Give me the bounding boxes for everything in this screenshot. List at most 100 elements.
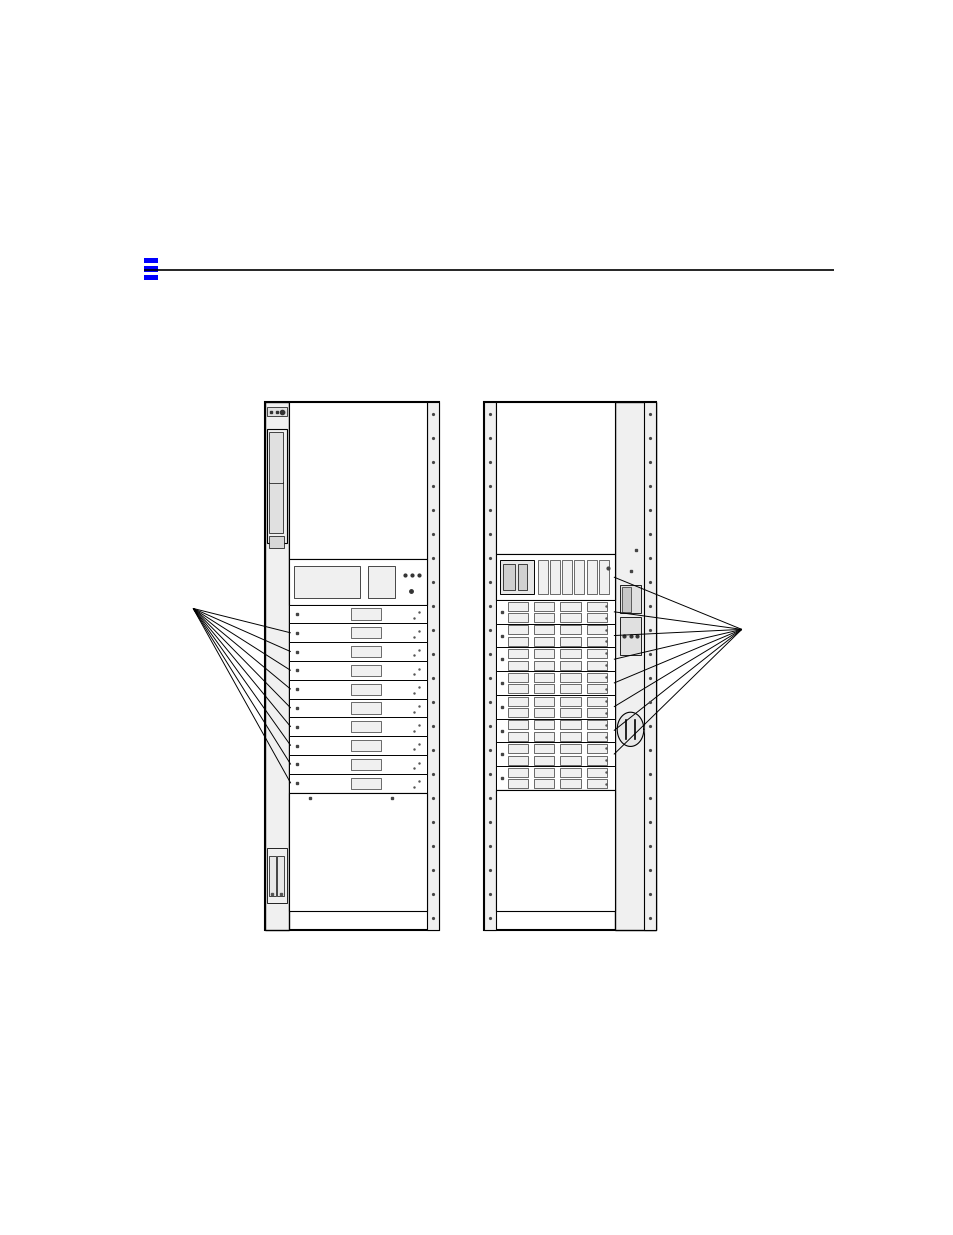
FancyBboxPatch shape — [534, 637, 554, 646]
FancyBboxPatch shape — [534, 708, 554, 718]
FancyBboxPatch shape — [289, 736, 426, 755]
FancyBboxPatch shape — [267, 429, 287, 543]
FancyBboxPatch shape — [559, 697, 580, 705]
FancyBboxPatch shape — [619, 618, 640, 656]
FancyBboxPatch shape — [559, 650, 580, 658]
FancyBboxPatch shape — [574, 559, 584, 594]
FancyBboxPatch shape — [507, 745, 527, 753]
FancyBboxPatch shape — [586, 559, 596, 594]
FancyBboxPatch shape — [586, 745, 606, 753]
FancyBboxPatch shape — [507, 601, 527, 610]
FancyBboxPatch shape — [289, 774, 426, 793]
FancyBboxPatch shape — [276, 856, 284, 895]
FancyBboxPatch shape — [495, 719, 615, 742]
FancyBboxPatch shape — [534, 625, 554, 635]
FancyBboxPatch shape — [534, 650, 554, 658]
FancyBboxPatch shape — [495, 742, 615, 766]
FancyBboxPatch shape — [586, 625, 606, 635]
FancyBboxPatch shape — [559, 637, 580, 646]
FancyBboxPatch shape — [586, 768, 606, 777]
FancyBboxPatch shape — [534, 745, 554, 753]
FancyBboxPatch shape — [495, 403, 615, 555]
FancyBboxPatch shape — [289, 403, 426, 559]
FancyBboxPatch shape — [559, 745, 580, 753]
FancyBboxPatch shape — [534, 779, 554, 788]
FancyBboxPatch shape — [483, 403, 495, 930]
FancyBboxPatch shape — [586, 732, 606, 741]
FancyBboxPatch shape — [351, 740, 381, 751]
FancyBboxPatch shape — [586, 661, 606, 669]
FancyBboxPatch shape — [289, 559, 426, 605]
FancyBboxPatch shape — [495, 671, 615, 695]
FancyBboxPatch shape — [534, 756, 554, 764]
FancyBboxPatch shape — [351, 721, 381, 732]
FancyBboxPatch shape — [351, 609, 381, 620]
FancyBboxPatch shape — [351, 703, 381, 714]
FancyBboxPatch shape — [534, 697, 554, 705]
FancyBboxPatch shape — [643, 403, 656, 930]
FancyBboxPatch shape — [586, 708, 606, 718]
FancyBboxPatch shape — [534, 661, 554, 669]
Polygon shape — [617, 713, 643, 746]
FancyBboxPatch shape — [507, 732, 527, 741]
FancyBboxPatch shape — [507, 779, 527, 788]
FancyBboxPatch shape — [144, 274, 158, 280]
FancyBboxPatch shape — [368, 566, 395, 598]
FancyBboxPatch shape — [586, 779, 606, 788]
FancyBboxPatch shape — [559, 768, 580, 777]
FancyBboxPatch shape — [144, 258, 158, 263]
FancyBboxPatch shape — [495, 695, 615, 719]
FancyBboxPatch shape — [559, 673, 580, 682]
FancyBboxPatch shape — [586, 697, 606, 705]
FancyBboxPatch shape — [559, 720, 580, 730]
FancyBboxPatch shape — [289, 661, 426, 679]
FancyBboxPatch shape — [351, 758, 381, 771]
FancyBboxPatch shape — [269, 482, 283, 534]
FancyBboxPatch shape — [559, 601, 580, 610]
FancyBboxPatch shape — [495, 766, 615, 790]
FancyBboxPatch shape — [559, 732, 580, 741]
FancyBboxPatch shape — [559, 756, 580, 764]
FancyBboxPatch shape — [559, 661, 580, 669]
FancyBboxPatch shape — [559, 779, 580, 788]
FancyBboxPatch shape — [507, 708, 527, 718]
FancyBboxPatch shape — [534, 613, 554, 622]
FancyBboxPatch shape — [586, 673, 606, 682]
FancyBboxPatch shape — [495, 555, 615, 600]
FancyBboxPatch shape — [495, 624, 615, 647]
FancyBboxPatch shape — [426, 403, 438, 930]
FancyBboxPatch shape — [507, 673, 527, 682]
FancyBboxPatch shape — [351, 646, 381, 657]
FancyBboxPatch shape — [507, 684, 527, 693]
FancyBboxPatch shape — [550, 559, 559, 594]
FancyBboxPatch shape — [534, 601, 554, 610]
FancyBboxPatch shape — [559, 613, 580, 622]
FancyBboxPatch shape — [598, 559, 608, 594]
FancyBboxPatch shape — [507, 720, 527, 730]
FancyBboxPatch shape — [502, 563, 515, 590]
FancyBboxPatch shape — [351, 778, 381, 789]
FancyBboxPatch shape — [495, 790, 615, 911]
FancyBboxPatch shape — [507, 625, 527, 635]
FancyBboxPatch shape — [289, 679, 426, 699]
FancyBboxPatch shape — [534, 768, 554, 777]
FancyBboxPatch shape — [507, 637, 527, 646]
FancyBboxPatch shape — [483, 403, 656, 930]
FancyBboxPatch shape — [559, 625, 580, 635]
FancyBboxPatch shape — [265, 403, 438, 930]
FancyBboxPatch shape — [289, 793, 426, 911]
FancyBboxPatch shape — [561, 559, 572, 594]
FancyBboxPatch shape — [534, 673, 554, 682]
FancyBboxPatch shape — [499, 559, 533, 594]
FancyBboxPatch shape — [351, 684, 381, 695]
FancyBboxPatch shape — [586, 637, 606, 646]
FancyBboxPatch shape — [294, 566, 360, 598]
FancyBboxPatch shape — [495, 647, 615, 671]
FancyBboxPatch shape — [537, 559, 547, 594]
FancyBboxPatch shape — [289, 755, 426, 774]
FancyBboxPatch shape — [351, 627, 381, 638]
FancyBboxPatch shape — [507, 650, 527, 658]
FancyBboxPatch shape — [586, 684, 606, 693]
FancyBboxPatch shape — [534, 732, 554, 741]
FancyBboxPatch shape — [586, 613, 606, 622]
